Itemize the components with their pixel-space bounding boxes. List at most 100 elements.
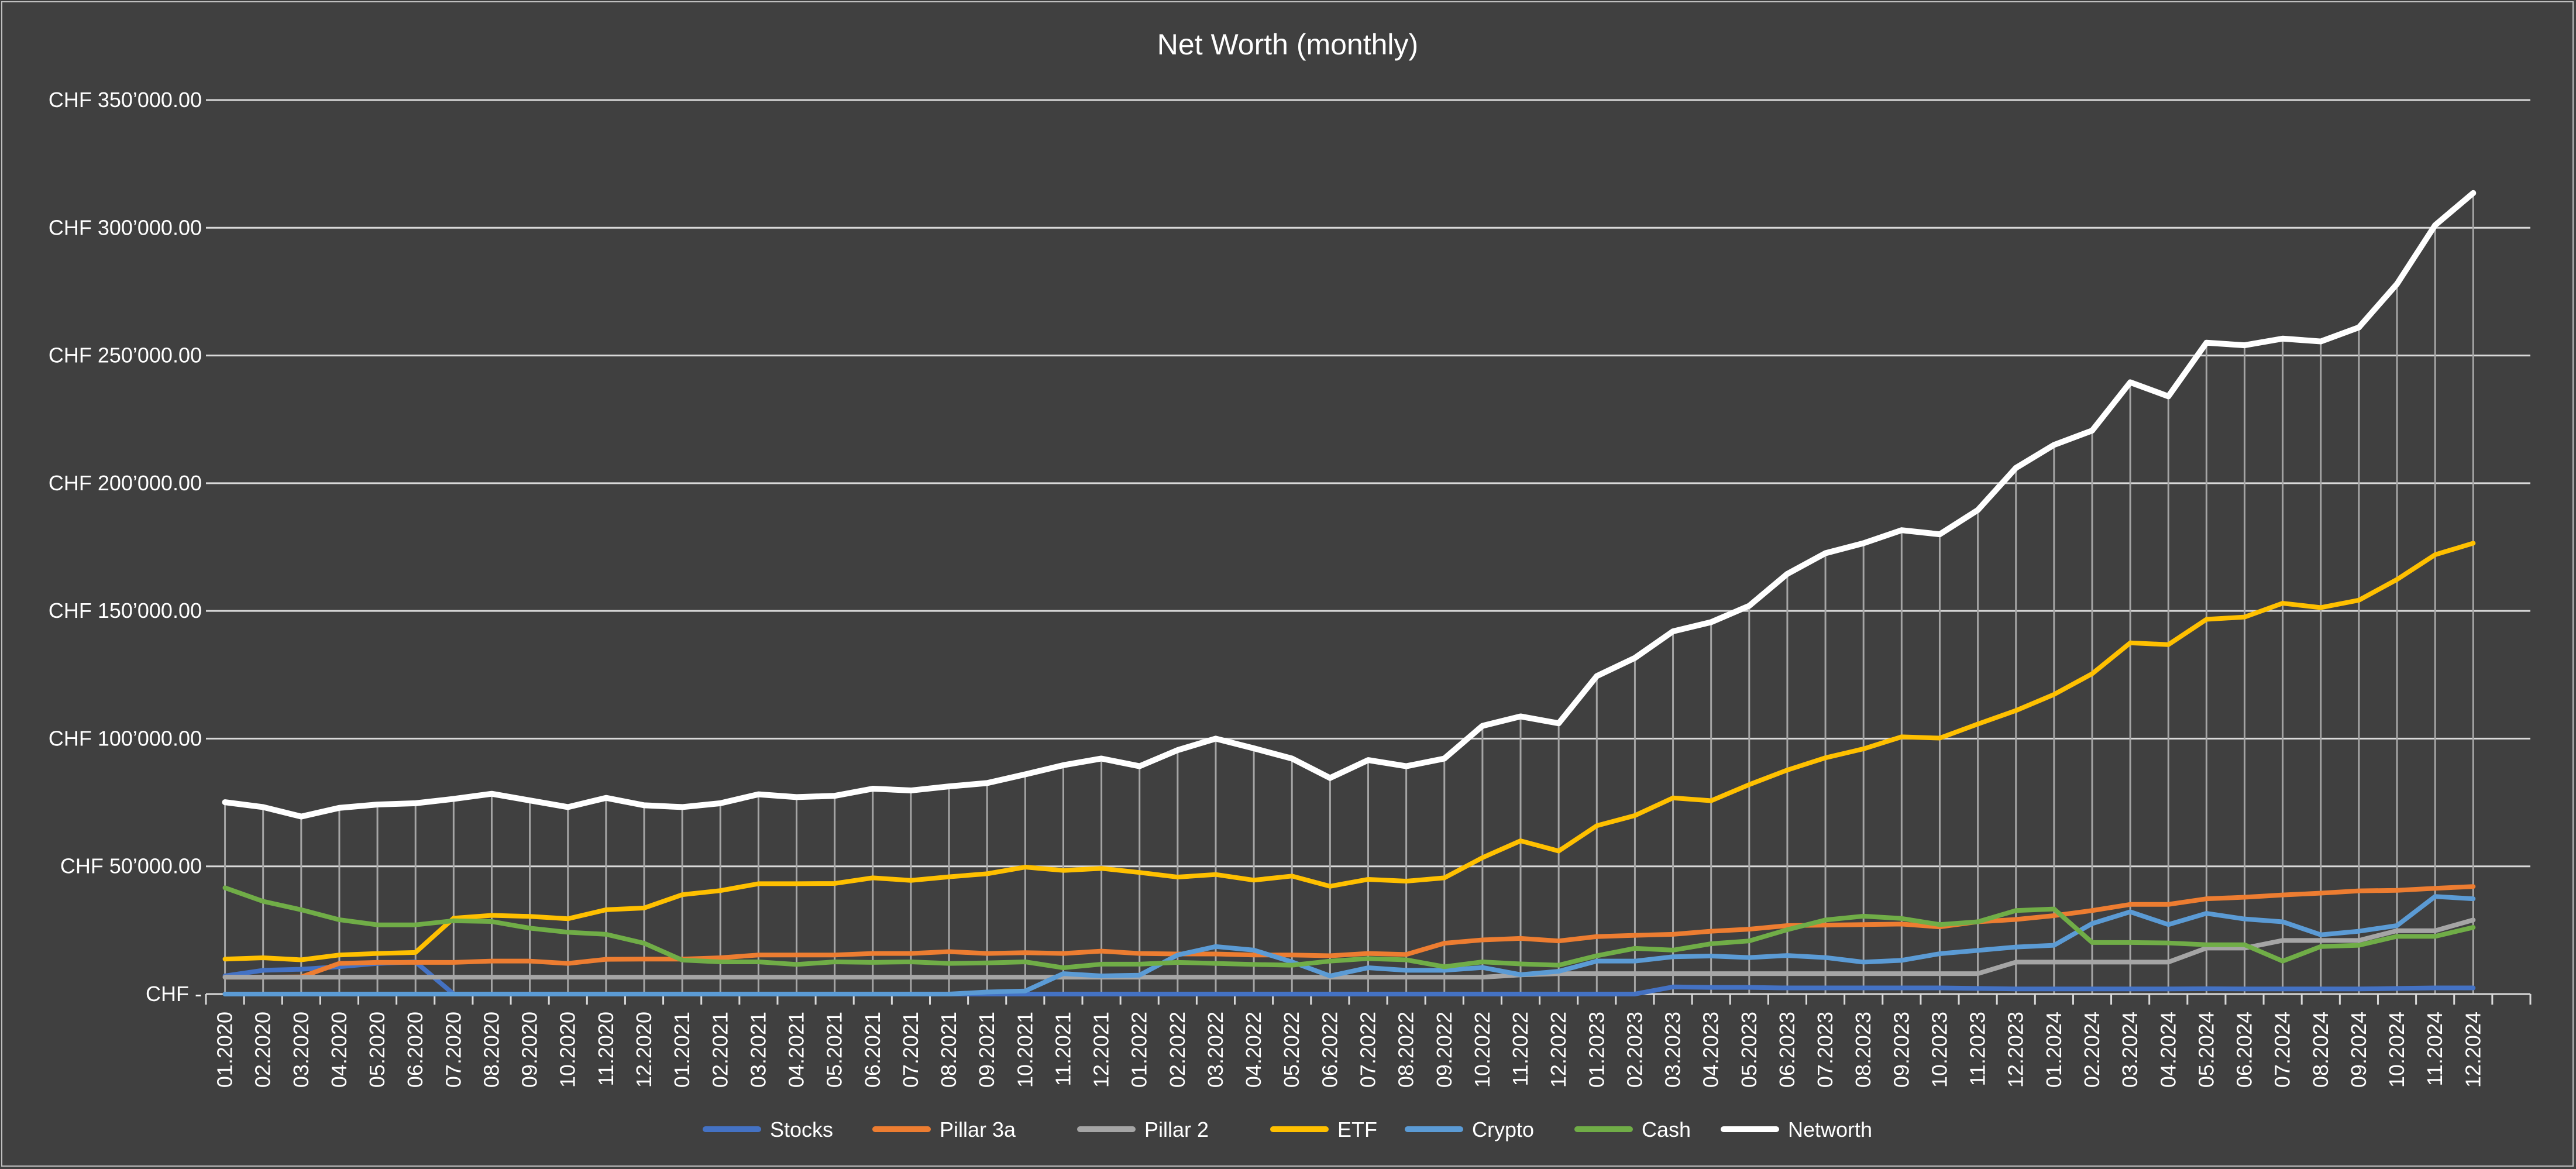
data-point: [1710, 930, 1712, 932]
data-point: [2091, 673, 2093, 675]
data-point: [2206, 618, 2207, 620]
data-point: [1367, 993, 1369, 995]
data-point: [224, 802, 226, 803]
data-point: [262, 957, 264, 959]
data-point: [1748, 605, 1750, 607]
data-point: [1253, 964, 1255, 965]
x-tick-label: 11.2023: [1966, 1012, 1990, 1086]
data-point: [1291, 964, 1293, 966]
data-point: [1939, 534, 1941, 535]
data-point: [1139, 993, 1140, 995]
data-point: [1481, 961, 1483, 962]
data-point: [1215, 977, 1216, 978]
data-point: [1634, 814, 1636, 816]
data-point: [2206, 988, 2207, 989]
data-point: [1672, 949, 1674, 951]
data-point: [986, 991, 988, 993]
data-point: [338, 807, 340, 809]
data-point: [834, 977, 835, 978]
data-point: [1291, 954, 1293, 956]
x-tick-label: 01.2020: [213, 1012, 237, 1088]
data-point: [1405, 993, 1407, 995]
data-point: [2206, 913, 2207, 914]
data-point: [2168, 903, 2169, 905]
data-point: [1710, 621, 1712, 623]
data-point: [1786, 573, 1788, 575]
x-tick-label: 12.2021: [1089, 1012, 1113, 1088]
x-tick-label: 09.2020: [518, 1012, 542, 1088]
x-axis: 01.2020 02.2020 03.2020 04.2020 05.2020 06.20…: [205, 993, 2532, 1088]
data-point: [491, 793, 493, 795]
data-point: [377, 961, 379, 963]
data-point: [1253, 748, 1255, 749]
data-point: [1863, 915, 1865, 917]
data-point: [1710, 943, 1712, 944]
data-point: [1100, 950, 1102, 952]
data-point: [2244, 944, 2245, 945]
x-tick-label: 06.2022: [1318, 1012, 1342, 1088]
data-point: [338, 919, 340, 920]
legend: Stocks Pillar 3a Pillar 2 ETF Crypto Cash Netw…: [703, 1118, 1872, 1142]
data-point: [834, 795, 835, 797]
data-point: [2358, 930, 2360, 932]
x-tick-label: 06.2020: [403, 1012, 427, 1088]
legend-label: Stocks: [770, 1118, 833, 1142]
data-point: [1024, 977, 1026, 978]
series-etf: [222, 541, 2476, 962]
series-line: [222, 917, 2476, 980]
data-point: [1558, 850, 1560, 852]
x-tick-label: 08.2020: [479, 1012, 503, 1088]
data-point: [2282, 894, 2283, 896]
data-point: [1405, 881, 1407, 882]
y-tick-label: CHF 50’000.00: [60, 854, 202, 878]
data-point: [567, 931, 569, 933]
x-tick-label: 06.2021: [861, 1012, 885, 1088]
data-point: [2472, 542, 2474, 544]
data-point: [377, 977, 379, 978]
data-point: [2434, 930, 2436, 931]
legend-label: Crypto: [1472, 1118, 1534, 1142]
data-point: [1596, 825, 1598, 827]
data-point: [2130, 988, 2131, 990]
data-point: [1558, 940, 1560, 942]
data-point: [491, 914, 493, 916]
data-point: [1710, 955, 1712, 957]
data-point: [834, 993, 835, 995]
data-point: [910, 879, 912, 881]
data-point: [1139, 974, 1140, 976]
data-point: [682, 977, 683, 978]
data-point: [910, 977, 912, 978]
data-point: [644, 977, 645, 978]
series-line: [222, 885, 2476, 971]
series-line: [222, 894, 2476, 996]
data-point: [2282, 988, 2283, 990]
data-point: [300, 909, 302, 910]
legend-item: Pillar 3a: [872, 1118, 1016, 1142]
data-point: [2282, 940, 2283, 941]
data-point: [2053, 988, 2055, 990]
data-point: [529, 927, 531, 929]
data-point: [338, 954, 340, 956]
data-point: [2168, 961, 2169, 963]
data-point: [720, 977, 721, 978]
data-point: [948, 993, 950, 995]
series-line: [222, 190, 2477, 820]
data-point: [1405, 959, 1407, 961]
data-point: [2358, 944, 2360, 946]
x-tick-label: 08.2023: [1851, 1012, 1875, 1088]
x-tick-label: 01.2021: [670, 1012, 694, 1088]
data-point: [1024, 990, 1026, 992]
data-point: [300, 816, 302, 817]
data-point: [567, 918, 569, 920]
data-point: [1481, 857, 1483, 858]
data-point: [834, 954, 835, 956]
data-point: [1634, 993, 1636, 995]
data-point: [682, 993, 683, 995]
y-tick-label: CHF 350’000.00: [49, 88, 202, 112]
x-tick-label: 03.2021: [746, 1012, 770, 1088]
data-point: [2053, 961, 2055, 963]
data-point: [1596, 960, 1598, 962]
data-point: [1748, 957, 1750, 958]
y-axis: CHF - CHF 50’000.00 CHF 100’000.00 CHF 150’…: [49, 88, 202, 1006]
x-tick-label: 09.2023: [1889, 1012, 1913, 1088]
